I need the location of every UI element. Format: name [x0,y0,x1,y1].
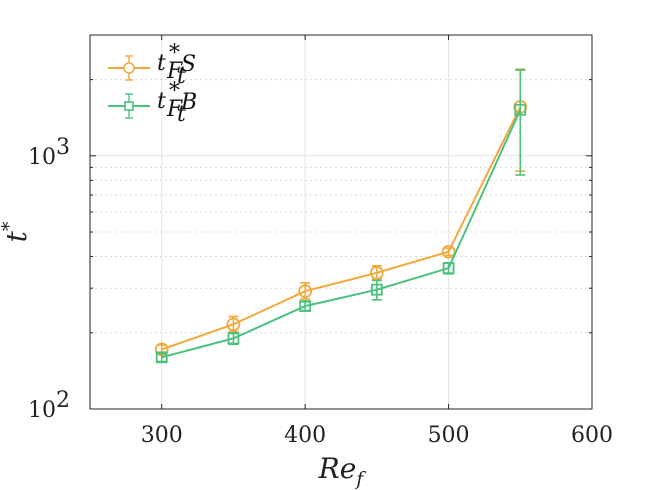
legend-label-sub: F [166,97,183,122]
legend-label-subsub: t [177,64,186,89]
series-line [161,109,522,359]
y-tick-base: 10 [28,398,56,423]
y-tick-exponent: 2 [56,388,70,413]
data-point [370,283,383,296]
data-point [226,317,241,332]
axes-frame [89,34,593,410]
legend-item-2: t *FtB [108,79,197,127]
y-axis-label: t* [0,221,33,242]
data-point [369,265,384,280]
legend-label-subsub: t [177,102,186,127]
legend-label-sup: * [169,41,180,66]
legend-label-subsup: S [181,52,196,77]
series-line [161,106,522,351]
plot-background [90,35,592,409]
x-tick-label: 300 [141,423,183,448]
y-tick-label: 10 [28,145,56,170]
x-tick-label: 600 [571,423,613,448]
y-tick-exponent: 3 [56,135,70,160]
legend-label-sub: F [166,59,183,84]
data-point [514,103,527,116]
data-point [227,332,240,345]
data-point [442,262,455,275]
legend-label-main: t [157,51,166,76]
legend-label-sup: * [169,79,180,104]
x-tick-label: 400 [284,423,326,448]
series-layer [154,68,528,364]
legend-marker [124,101,134,111]
x-tick-label: 500 [428,423,470,448]
legend-marker [123,62,135,74]
data-point [299,300,312,312]
legend-label-subsup: B [180,90,197,115]
legend-item-1: t *FtS [108,41,196,89]
data-point [298,284,313,299]
series-2 [155,69,527,364]
data-point [441,244,456,259]
data-point [155,351,168,364]
y-tick-label: 10 [28,398,56,423]
x-axis-label: Ref [318,452,367,490]
y-tick-base: 10 [28,145,56,170]
legend-label-main: t [157,89,166,114]
